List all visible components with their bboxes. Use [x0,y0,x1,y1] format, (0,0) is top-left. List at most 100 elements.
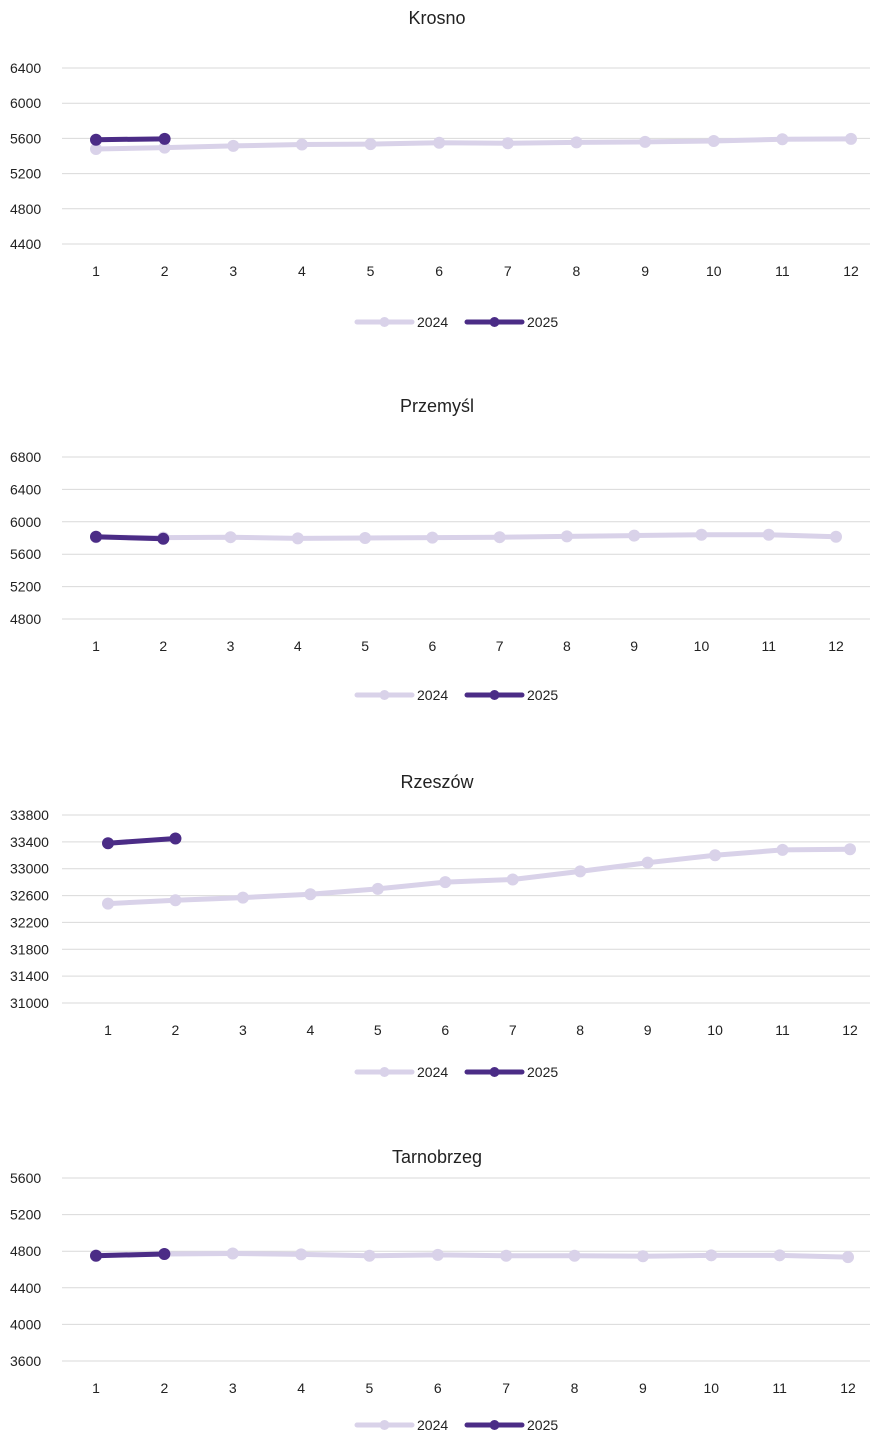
data-point-2024 [506,873,519,886]
data-point-2025 [90,133,102,146]
legend-label: 2025 [527,1064,558,1080]
x-tick-label: 1 [104,1022,112,1038]
data-point-2024 [439,876,452,889]
y-tick-label: 6400 [10,481,41,497]
data-point-2024 [709,849,722,862]
x-tick-label: 9 [641,263,649,279]
x-tick-label: 12 [843,263,859,279]
y-tick-label: 3600 [10,1353,41,1369]
x-tick-label: 2 [159,638,167,654]
x-tick-label: 5 [361,638,369,654]
y-tick-label: 31800 [10,941,49,957]
x-tick-label: 4 [297,1380,305,1396]
x-tick-label: 7 [504,263,512,279]
y-tick-label: 31000 [10,995,49,1011]
y-tick-label: 5200 [10,166,41,182]
x-tick-label: 11 [761,638,776,654]
data-point-2025 [90,530,102,543]
data-point-2024 [169,894,182,907]
x-tick-label: 10 [703,1380,719,1396]
x-tick-label: 12 [842,1022,858,1038]
x-tick-label: 12 [840,1380,856,1396]
data-point-2024 [501,137,514,150]
data-point-2024 [295,1248,308,1261]
data-point-2024 [776,133,789,146]
data-point-2024 [500,1249,513,1262]
x-tick-label: 10 [706,263,722,279]
x-tick-label: 4 [298,263,306,279]
chart-title: Rzeszów [400,772,474,792]
data-point-2025 [90,1249,102,1262]
data-point-2025 [102,837,114,850]
x-tick-label: 7 [496,638,504,654]
y-tick-label: 5600 [10,546,41,562]
data-point-2024 [639,135,652,148]
x-tick-label: 1 [92,1380,100,1396]
data-point-2024 [426,531,439,544]
y-tick-label: 6000 [10,95,41,111]
data-point-2024 [695,528,708,541]
legend-label: 2024 [417,1417,448,1433]
series-line-2024 [105,846,853,907]
data-point-2024 [574,865,587,878]
y-tick-label: 4400 [10,1280,41,1296]
x-tick-label: 7 [502,1380,510,1396]
x-tick-label: 2 [161,263,169,279]
x-tick-label: 4 [294,638,302,654]
x-tick-label: 3 [239,1022,247,1038]
series-line-2024 [93,1250,851,1260]
series-line-2024 [93,136,854,152]
data-point-2025 [158,132,171,145]
x-tick-label: 3 [227,638,235,654]
data-point-2024 [102,897,114,910]
x-tick-label: 9 [630,638,638,654]
x-tick-label: 5 [374,1022,382,1038]
y-tick-label: 5600 [10,130,41,146]
x-tick-label: 8 [563,638,571,654]
legend-item-2025: 2025 [464,1064,558,1080]
x-tick-label: 6 [434,1380,442,1396]
data-point-2024 [433,136,446,149]
legend-label: 2025 [527,1417,558,1433]
data-point-2024 [226,1247,239,1260]
y-tick-label: 32600 [10,888,49,904]
series-line-2025 [105,836,178,846]
series-line-2024 [93,532,839,541]
y-tick-label: 31400 [10,968,49,984]
legend-marker [489,690,500,700]
legend-marker [379,1420,390,1430]
x-tick-label: 10 [707,1022,723,1038]
data-point-2024 [227,139,240,152]
data-point-2024 [705,1249,718,1262]
legend-item-2024: 2024 [354,1064,448,1080]
x-tick-label: 9 [639,1380,647,1396]
legend-item-2024: 2024 [354,1417,448,1433]
data-point-2024 [830,530,842,543]
chart-title: Tarnobrzeg [392,1147,482,1167]
legend-label: 2024 [417,314,448,330]
data-point-2024 [363,1249,376,1262]
data-point-2024 [224,531,237,544]
data-point-2025 [158,1247,171,1260]
data-point-2024 [371,882,384,895]
data-point-2024 [762,528,775,541]
x-tick-label: 6 [441,1022,449,1038]
data-point-2025 [169,832,182,845]
legend-marker [379,317,390,327]
y-tick-label: 33400 [10,834,49,850]
chart-title: Przemyśl [400,396,474,416]
y-tick-label: 6800 [10,449,41,465]
legend-item-2024: 2024 [354,314,448,330]
y-tick-label: 32200 [10,914,49,930]
data-point-2024 [776,843,789,856]
data-point-2024 [236,891,249,904]
x-tick-label: 4 [306,1022,314,1038]
series-line-2025 [93,1251,167,1259]
legend-item-2025: 2025 [464,1417,558,1433]
x-tick-label: 1 [92,263,100,279]
chart-title: Krosno [408,8,465,28]
y-tick-label: 4800 [10,201,41,217]
data-point-2025 [157,532,170,545]
y-tick-label: 33000 [10,861,49,877]
